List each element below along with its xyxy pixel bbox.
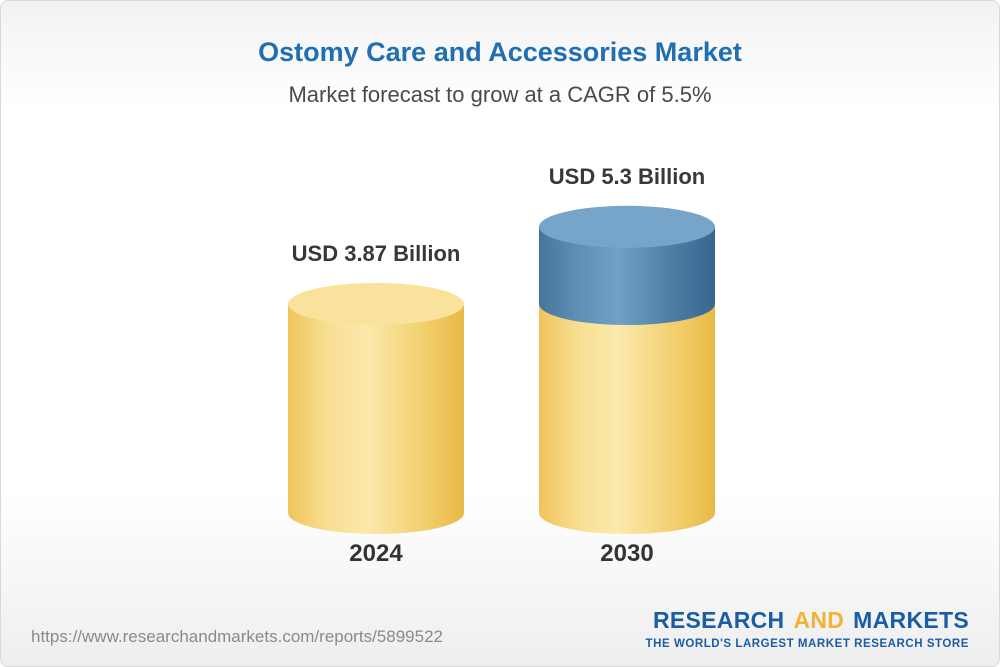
footer: https://www.researchandmarkets.com/repor… [1, 569, 999, 666]
logo-word-and: AND [793, 607, 845, 633]
cylinder-bar-chart [288, 205, 715, 534]
logo-wordmark: RESEARCH AND MARKETS [646, 607, 969, 634]
logo-tagline: THE WORLD'S LARGEST MARKET RESEARCH STOR… [645, 638, 969, 650]
company-logo: RESEARCH AND MARKETS THE WORLD'S LARGEST… [646, 607, 969, 650]
bar-2030-cap [539, 205, 715, 248]
chart-area: USD 3.87 Billion USD 5.3 Billion 2024 20… [1, 141, 999, 571]
chart-subtitle: Market forecast to grow at a CAGR of 5.5… [288, 82, 712, 107]
chart-header: Ostomy Care and Accessories Market Marke… [1, 1, 999, 107]
category-label-2030: 2030 [600, 540, 654, 567]
value-label-2030: USD 5.3 Billion [548, 163, 706, 189]
source-url-link[interactable]: https://www.researchandmarkets.com/repor… [31, 627, 443, 646]
value-label-2024: USD 3.87 Billion [291, 241, 461, 267]
bar-2030-growth-body [539, 226, 715, 326]
chart-title: Ostomy Care and Accessories Market [258, 37, 742, 67]
category-label-2024: 2024 [349, 540, 403, 567]
bar-2024-body [288, 304, 464, 534]
logo-word-research: RESEARCH [652, 607, 785, 633]
bar-2030-base-body [539, 304, 715, 534]
bar-2024-cap [288, 283, 464, 326]
logo-word-markets: MARKETS [853, 607, 969, 633]
